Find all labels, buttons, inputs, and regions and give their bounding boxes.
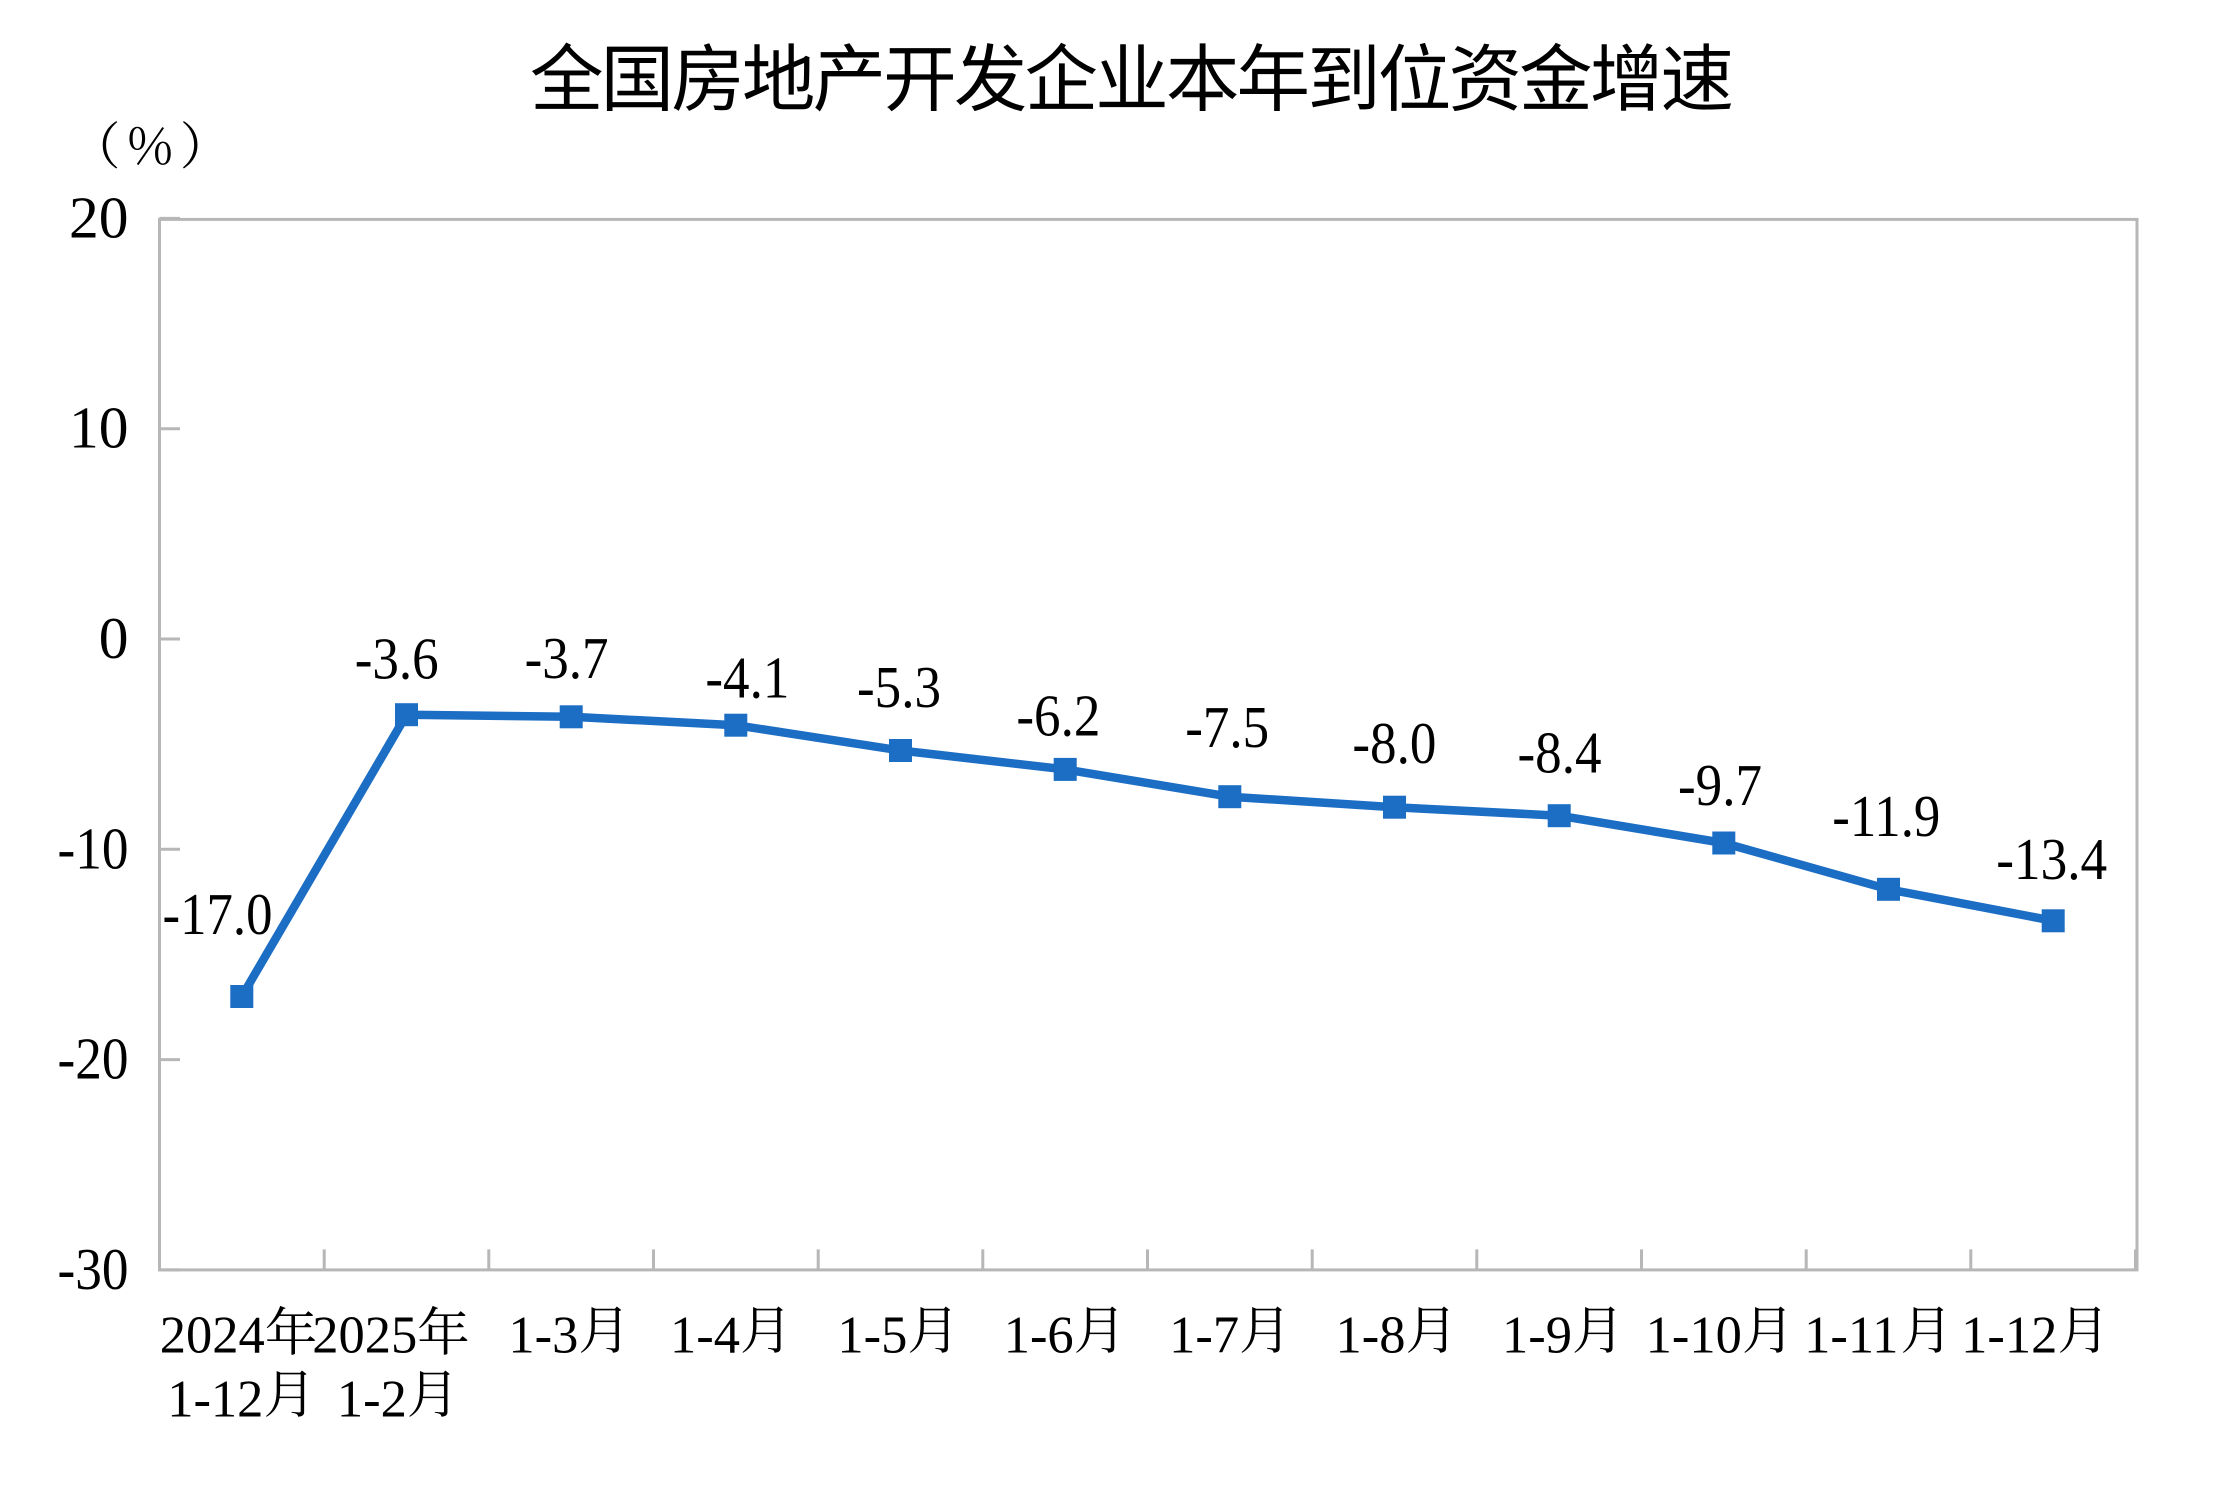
svg-text:-3.7: -3.7 — [525, 625, 609, 691]
svg-text:-17.0: -17.0 — [163, 881, 273, 947]
svg-text:-20: -20 — [58, 1026, 129, 1092]
svg-text:2025: 2025 — [312, 1307, 417, 1365]
svg-text:-9.7: -9.7 — [1678, 752, 1762, 818]
svg-text:-6.2: -6.2 — [1016, 682, 1100, 748]
svg-text:1-6: 1-6 — [1004, 1307, 1074, 1365]
svg-text:0: 0 — [99, 605, 129, 671]
svg-text:1-5: 1-5 — [837, 1307, 907, 1365]
svg-text:1-2: 1-2 — [337, 1371, 407, 1429]
svg-text:1-11: 1-11 — [1804, 1307, 1898, 1365]
svg-text:-7.5: -7.5 — [1185, 694, 1269, 760]
svg-text:10: 10 — [69, 395, 129, 461]
svg-text:-13.4: -13.4 — [1996, 826, 2107, 892]
svg-text:-10: -10 — [58, 815, 129, 881]
svg-text:1-7: 1-7 — [1169, 1307, 1239, 1365]
svg-text:1-8: 1-8 — [1336, 1307, 1406, 1365]
svg-text:-4.1: -4.1 — [705, 645, 789, 711]
svg-text:1-9: 1-9 — [1502, 1307, 1572, 1365]
svg-text:1-10: 1-10 — [1646, 1307, 1742, 1365]
svg-text:-8.4: -8.4 — [1518, 720, 1602, 786]
svg-text:-5.3: -5.3 — [857, 654, 941, 720]
svg-text:1-3: 1-3 — [508, 1307, 578, 1365]
svg-text:-11.9: -11.9 — [1832, 783, 1940, 849]
svg-text:-8.0: -8.0 — [1352, 710, 1436, 776]
svg-text:1-12: 1-12 — [167, 1371, 263, 1429]
svg-text:-30: -30 — [58, 1236, 129, 1302]
svg-text:2024: 2024 — [160, 1307, 265, 1365]
svg-text:1-12: 1-12 — [1961, 1307, 2057, 1365]
svg-text:20: 20 — [69, 184, 129, 250]
svg-text:1-4: 1-4 — [670, 1307, 740, 1365]
svg-text:-3.6: -3.6 — [355, 626, 439, 692]
